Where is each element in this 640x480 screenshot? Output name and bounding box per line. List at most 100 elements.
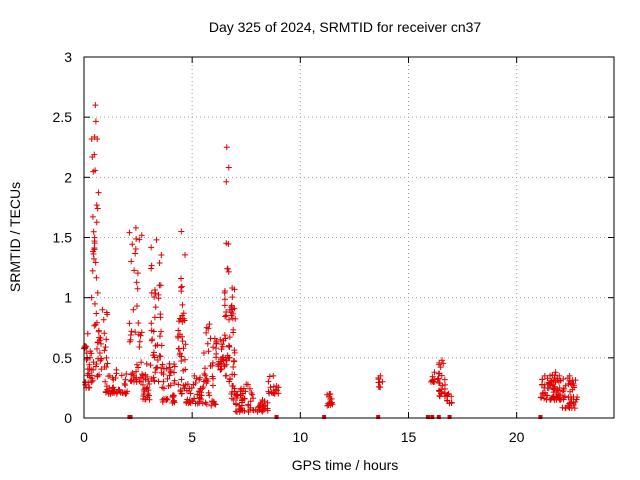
data-point (209, 359, 216, 366)
data-point (134, 270, 141, 277)
data-point (113, 366, 120, 373)
data-point (226, 316, 233, 323)
data-point (133, 361, 140, 368)
data-point (230, 383, 237, 390)
data-point (224, 265, 231, 272)
data-point (166, 360, 173, 367)
data-point (121, 380, 128, 387)
data-point (270, 383, 277, 390)
data-point (237, 386, 244, 393)
data-point (446, 400, 453, 407)
data-point (90, 366, 97, 373)
data-point (439, 357, 446, 364)
data-point (572, 398, 579, 405)
data-point (97, 357, 104, 364)
data-point (188, 385, 195, 392)
data-point (196, 394, 203, 401)
data-point (156, 352, 163, 359)
data-point (174, 333, 181, 340)
data-point (441, 376, 448, 383)
data-point (431, 369, 438, 376)
data-point (537, 394, 544, 401)
data-point (250, 395, 257, 402)
data-point (553, 396, 560, 403)
data-point (93, 219, 100, 226)
data-point (134, 285, 141, 292)
data-point (92, 259, 99, 266)
data-point (91, 151, 98, 158)
data-point (97, 340, 104, 347)
data-point (550, 386, 557, 393)
data-point (101, 330, 108, 337)
data-point (236, 408, 243, 415)
data-point (182, 381, 189, 388)
data-point (237, 405, 244, 412)
data-point (130, 372, 137, 379)
data-point (112, 374, 119, 381)
data-point (217, 336, 224, 343)
data-point (132, 246, 139, 253)
data-point (223, 312, 230, 319)
data-point (93, 202, 100, 209)
data-point (241, 395, 248, 402)
data-point (225, 268, 232, 275)
data-point (223, 357, 230, 364)
data-point (152, 304, 159, 311)
data-point (90, 359, 97, 366)
data-point (133, 368, 140, 375)
data-point (571, 405, 578, 412)
data-point (178, 283, 185, 290)
data-point (111, 388, 118, 395)
data-point (94, 289, 101, 296)
data-point (566, 372, 573, 379)
data-point (264, 405, 271, 412)
data-point (228, 302, 235, 309)
data-point (94, 345, 101, 352)
data-point (151, 287, 158, 294)
x-tick-label: 0 (80, 429, 88, 445)
data-point (91, 322, 98, 329)
data-point (93, 310, 100, 317)
data-point (223, 372, 230, 379)
data-point (160, 385, 167, 392)
data-point (226, 378, 233, 385)
data-point (178, 228, 185, 235)
data-point (221, 332, 228, 339)
data-point (555, 378, 562, 385)
data-point (122, 376, 129, 383)
data-point (86, 361, 93, 368)
data-point (541, 395, 548, 402)
data-point (209, 398, 216, 405)
data-point (86, 384, 93, 391)
data-point (429, 373, 436, 380)
data-point (138, 232, 145, 239)
data-point (171, 363, 178, 370)
data-point (541, 372, 548, 379)
data-point (196, 376, 203, 383)
data-point (92, 321, 99, 328)
data-point (570, 393, 577, 400)
data-point (565, 381, 572, 388)
data-point (209, 362, 216, 369)
data-point (201, 370, 208, 377)
data-point (203, 324, 210, 331)
data-point (240, 385, 247, 392)
data-point (175, 327, 182, 334)
data-point (213, 354, 220, 361)
data-point (440, 360, 447, 367)
data-point (136, 338, 143, 345)
data-point (222, 313, 229, 320)
data-point (559, 404, 566, 411)
data-point (200, 350, 207, 357)
data-point (229, 389, 236, 396)
data-point (107, 390, 114, 397)
data-point (128, 378, 135, 385)
data-point (148, 289, 155, 296)
x-tick-label: 5 (188, 429, 196, 445)
data-point (136, 236, 143, 243)
data-point (159, 361, 166, 368)
y-tick-label: 0 (64, 410, 72, 426)
data-point (150, 352, 157, 358)
data-point (211, 400, 218, 407)
